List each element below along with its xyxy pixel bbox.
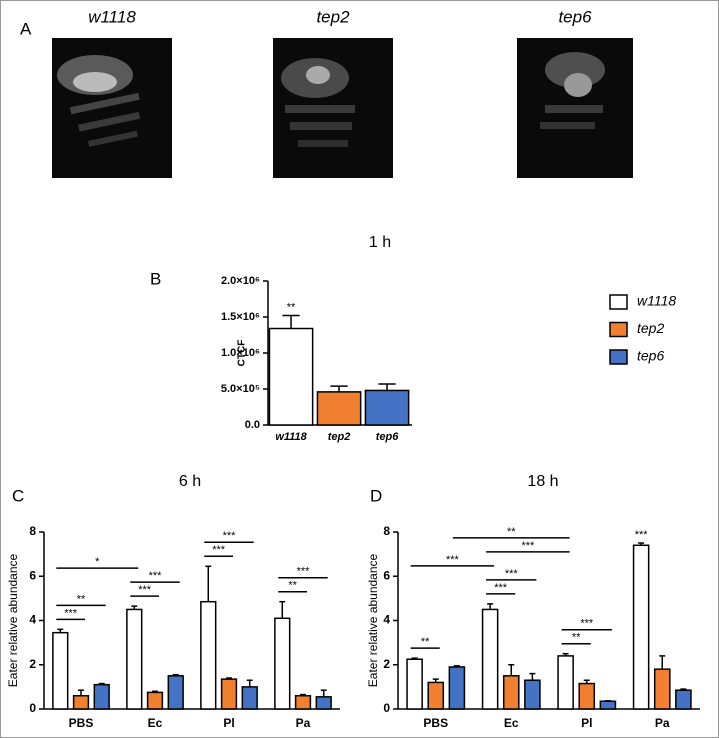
y-tick-label: 0 (383, 701, 390, 715)
chart-title: 18 h (527, 473, 558, 490)
y-tick-label: 1.0×10⁶ (221, 347, 260, 359)
y-tick-label: 2.0×10⁶ (221, 275, 260, 287)
significance-label: *** (521, 540, 535, 552)
y-tick-label: 8 (29, 524, 36, 538)
significance-label: *** (494, 582, 508, 594)
x-tick-label: PBS (69, 716, 94, 730)
chart-title: 6 h (179, 473, 201, 490)
significance-label: *** (223, 530, 237, 542)
y-axis-label: Eater relative abundance (366, 553, 380, 687)
bar (481, 608, 499, 710)
x-tick-label: Pl (581, 716, 592, 730)
image-title: tep6 (558, 7, 592, 26)
panel-label: B (150, 269, 161, 288)
significance-label: *** (635, 529, 649, 541)
significance-label: *** (64, 607, 78, 619)
y-tick-label: 0 (29, 701, 36, 715)
x-tick-label: w1118 (275, 431, 307, 443)
panel-label: D (370, 486, 382, 505)
bar (364, 389, 410, 426)
x-tick-label: tep2 (328, 431, 351, 443)
x-tick-label: Pl (223, 716, 234, 730)
x-tick-label: Ec (148, 716, 163, 730)
bar (316, 391, 362, 426)
bar (126, 608, 143, 710)
micrograph (517, 38, 633, 178)
bar (448, 666, 466, 710)
bar (427, 681, 445, 710)
micrograph (273, 38, 393, 178)
micrograph (52, 38, 172, 178)
bar (72, 694, 90, 710)
significance-label: *** (149, 570, 163, 582)
bar (220, 678, 238, 710)
x-tick-label: Pa (296, 716, 311, 730)
x-tick-label: Pa (655, 716, 670, 730)
significance-label: *** (138, 584, 152, 596)
significance-label: ** (572, 632, 581, 644)
significance-label: *** (212, 544, 226, 556)
bar (675, 689, 692, 710)
x-tick-label: tep6 (376, 431, 400, 443)
y-tick-label: 6 (29, 568, 36, 582)
bar (406, 658, 423, 710)
significance-label: ** (507, 526, 516, 538)
bar (294, 694, 312, 710)
bar (578, 682, 596, 710)
panel-label: C (12, 486, 24, 505)
significance-label: ** (421, 636, 430, 648)
bar (200, 600, 217, 710)
bar (146, 691, 164, 710)
bar (52, 631, 69, 710)
bar (268, 327, 314, 426)
y-tick-label: 4 (383, 613, 390, 627)
legend-label: tep2 (637, 320, 664, 336)
significance-label: *** (505, 568, 519, 580)
legend-swatch (609, 321, 628, 338)
bar (524, 679, 541, 710)
bar (93, 683, 110, 710)
image-title: tep2 (316, 7, 350, 26)
x-tick-label: Ec (504, 716, 519, 730)
y-tick-label: 4 (29, 613, 36, 627)
y-tick-label: 2 (29, 657, 36, 671)
significance-label: ** (288, 580, 297, 592)
legend-swatch (609, 349, 628, 365)
significance-label: *** (580, 618, 594, 630)
legend-label: tep6 (637, 348, 664, 364)
y-tick-label: 1.5×10⁶ (221, 311, 260, 323)
bar (599, 700, 617, 710)
bar (632, 544, 650, 710)
bar (502, 675, 520, 710)
y-tick-label: 0.0 (245, 419, 260, 431)
y-axis-label: CTCF (237, 340, 248, 367)
legend-swatch (609, 294, 628, 310)
image-title: w1118 (88, 7, 136, 26)
x-tick-label: PBS (423, 716, 448, 730)
significance-label: ** (287, 301, 296, 313)
significance-label: *** (297, 566, 311, 578)
y-tick-label: 8 (383, 524, 390, 538)
bar (653, 668, 671, 710)
y-tick-label: 2 (383, 657, 390, 671)
significance-label: ** (77, 593, 86, 605)
bar (557, 655, 574, 710)
chart-title: 1 h (369, 234, 391, 251)
y-tick-label: 5.0×10⁵ (221, 383, 260, 395)
significance-label: * (95, 556, 100, 568)
panel-label: A (20, 19, 32, 38)
significance-label: *** (446, 554, 460, 566)
y-tick-label: 6 (383, 568, 390, 582)
y-axis-label: Eater relative abundance (6, 553, 20, 687)
legend-label: w1118 (637, 293, 676, 309)
bar (274, 617, 291, 710)
bar (167, 675, 184, 710)
bar (315, 696, 332, 710)
bar (241, 686, 258, 710)
